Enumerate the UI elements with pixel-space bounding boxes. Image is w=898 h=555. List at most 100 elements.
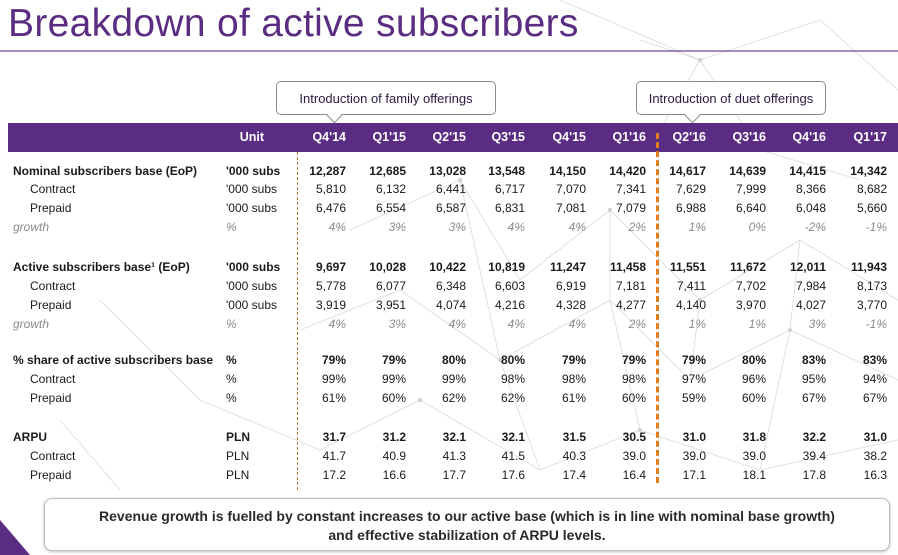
- row-unit: %: [226, 353, 237, 367]
- table-cell: 6,640: [718, 201, 766, 215]
- table-cell: 7,984: [778, 279, 826, 293]
- row-unit: '000 subs: [226, 298, 277, 312]
- table-cell: 40.3: [538, 449, 586, 463]
- table-cell: 3,919: [298, 298, 346, 312]
- table-cell: 7,702: [718, 279, 766, 293]
- table-cell: 12,287: [298, 164, 346, 178]
- table-cell: 83%: [839, 353, 887, 367]
- table-cell: 17.4: [538, 468, 586, 482]
- row-label: Contract: [30, 279, 75, 293]
- table-cell: 6,587: [418, 201, 466, 215]
- table-cell: 39.0: [598, 449, 646, 463]
- table-cell: 7,081: [538, 201, 586, 215]
- header-quarter: Q1'16: [598, 123, 646, 152]
- table-cell: 7,629: [658, 182, 706, 196]
- header-quarter: Q4'16: [778, 123, 826, 152]
- table-cell: 32.2: [778, 430, 826, 444]
- table-cell: 3%: [358, 220, 406, 234]
- table-cell: 97%: [658, 372, 706, 386]
- table-cell: 10,028: [358, 260, 406, 274]
- row-unit: PLN: [226, 449, 249, 463]
- row-label: % share of active subscribers base: [13, 353, 213, 367]
- table-cell: 8,366: [778, 182, 826, 196]
- table-cell: 2%: [598, 317, 646, 331]
- table-cell: 14,420: [598, 164, 646, 178]
- table-cell: 9,697: [298, 260, 346, 274]
- table-cell: 38.2: [839, 449, 887, 463]
- table-cell: 79%: [598, 353, 646, 367]
- table-cell: 6,919: [538, 279, 586, 293]
- table-cell: 3,970: [718, 298, 766, 312]
- page-title: Breakdown of active subscribers: [8, 2, 579, 46]
- row-label: Nominal subscribers base (EoP): [13, 164, 197, 178]
- table-cell: 7,181: [598, 279, 646, 293]
- table-cell: 98%: [598, 372, 646, 386]
- table-cell: 7,079: [598, 201, 646, 215]
- table-cell: 4,027: [778, 298, 826, 312]
- callout-family-offerings: Introduction of family offerings: [276, 81, 496, 115]
- table-cell: 11,458: [598, 260, 646, 274]
- table-cell: 6,988: [658, 201, 706, 215]
- table-cell: 5,778: [298, 279, 346, 293]
- callout-duet-text: Introduction of duet offerings: [649, 91, 814, 106]
- table-cell: 5,810: [298, 182, 346, 196]
- table-cell: 3%: [418, 220, 466, 234]
- row-label: Contract: [30, 449, 75, 463]
- table-cell: 80%: [718, 353, 766, 367]
- table-cell: 6,132: [358, 182, 406, 196]
- table-cell: 59%: [658, 391, 706, 405]
- row-unit: '000 subs: [226, 260, 280, 274]
- table-cell: 16.4: [598, 468, 646, 482]
- table-cell: 83%: [778, 353, 826, 367]
- table-cell: 7,341: [598, 182, 646, 196]
- header-quarter: Q1'17: [839, 123, 887, 152]
- table-cell: 1%: [658, 220, 706, 234]
- header-quarter: Q2'16: [658, 123, 706, 152]
- table-cell: 11,672: [718, 260, 766, 274]
- table-cell: 41.7: [298, 449, 346, 463]
- table-cell: 61%: [298, 391, 346, 405]
- table-cell: 41.3: [418, 449, 466, 463]
- table-cell: 7,070: [538, 182, 586, 196]
- table-cell: 79%: [358, 353, 406, 367]
- table-cell: 12,685: [358, 164, 406, 178]
- table-cell: 62%: [477, 391, 525, 405]
- table-cell: 6,077: [358, 279, 406, 293]
- table-cell: 1%: [658, 317, 706, 331]
- table-cell: 17.6: [477, 468, 525, 482]
- footer-summary-box: Revenue growth is fuelled by constant in…: [44, 498, 890, 551]
- header-quarter: Q2'15: [418, 123, 466, 152]
- row-unit: '000 subs: [226, 279, 277, 293]
- table-cell: 3,770: [839, 298, 887, 312]
- table-cell: 31.7: [298, 430, 346, 444]
- header-quarter: Q4'14: [298, 123, 346, 152]
- table-cell: 4%: [477, 220, 525, 234]
- row-label: Active subscribers base¹ (EoP): [13, 260, 190, 274]
- row-unit: %: [226, 317, 237, 331]
- table-cell: 6,048: [778, 201, 826, 215]
- table-cell: 60%: [358, 391, 406, 405]
- row-label: Prepaid: [30, 298, 71, 312]
- table-cell: 40.9: [358, 449, 406, 463]
- table-cell: 31.0: [658, 430, 706, 444]
- table-cell: 60%: [598, 391, 646, 405]
- row-label: ARPU: [13, 430, 47, 444]
- table-cell: 6,603: [477, 279, 525, 293]
- row-label: growth: [13, 220, 49, 234]
- header-quarter: Q1'15: [358, 123, 406, 152]
- table-cell: -1%: [839, 220, 887, 234]
- table-cell: 13,028: [418, 164, 466, 178]
- table-cell: 39.0: [658, 449, 706, 463]
- table-cell: 39.4: [778, 449, 826, 463]
- table-cell: 16.3: [839, 468, 887, 482]
- table-cell: 17.2: [298, 468, 346, 482]
- table-cell: 95%: [778, 372, 826, 386]
- table-cell: 17.1: [658, 468, 706, 482]
- table-cell: 31.0: [839, 430, 887, 444]
- table-cell: 99%: [298, 372, 346, 386]
- table-cell: 31.5: [538, 430, 586, 444]
- table-cell: -1%: [839, 317, 887, 331]
- table-cell: 6,554: [358, 201, 406, 215]
- table-cell: 4,277: [598, 298, 646, 312]
- header-quarter: Q3'16: [718, 123, 766, 152]
